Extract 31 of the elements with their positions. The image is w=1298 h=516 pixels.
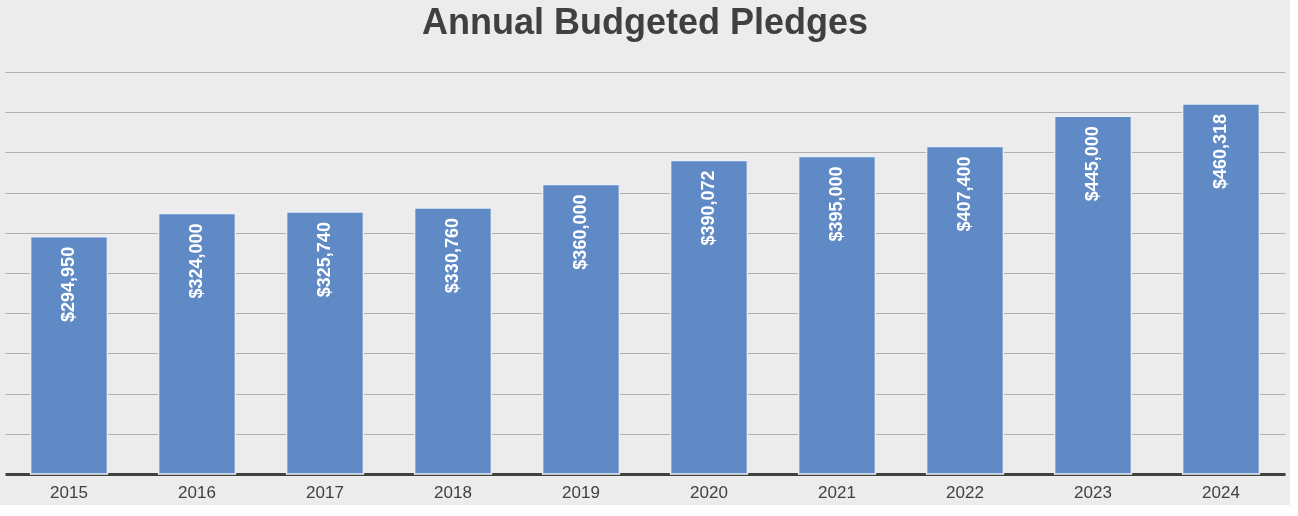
x-tick-label: 2022	[946, 482, 984, 502]
x-tick-label: 2018	[434, 482, 472, 502]
x-tick-label: 2016	[178, 482, 216, 502]
chart-title: Annual Budgeted Pledges	[421, 1, 869, 42]
bar	[1053, 115, 1133, 475]
x-tick-label: 2023	[1074, 482, 1112, 502]
data-label: $330,760	[442, 218, 462, 294]
bar	[541, 183, 621, 475]
bar	[157, 212, 237, 475]
bar	[925, 145, 1005, 475]
data-label: $395,000	[826, 166, 846, 242]
bar	[797, 155, 877, 475]
data-label: $360,000	[570, 194, 590, 270]
bar	[285, 211, 365, 475]
data-label: $407,400	[954, 156, 974, 232]
data-label: $460,318	[1210, 113, 1230, 189]
data-label: $325,740	[314, 222, 334, 298]
data-label: $445,000	[1082, 126, 1102, 202]
data-label: $294,950	[58, 246, 78, 322]
x-tick-label: 2020	[690, 482, 728, 502]
x-tick-label: 2024	[1202, 482, 1240, 502]
data-label: $390,072	[698, 170, 718, 246]
data-label: $324,000	[186, 223, 206, 299]
x-tick-label: 2021	[818, 482, 856, 502]
bar	[669, 159, 749, 475]
x-tick-label: 2017	[306, 482, 344, 502]
bar	[1181, 103, 1261, 475]
bar	[29, 236, 109, 475]
x-tick-label: 2015	[50, 482, 88, 502]
bar	[413, 207, 493, 475]
x-tick-label: 2019	[562, 482, 600, 502]
